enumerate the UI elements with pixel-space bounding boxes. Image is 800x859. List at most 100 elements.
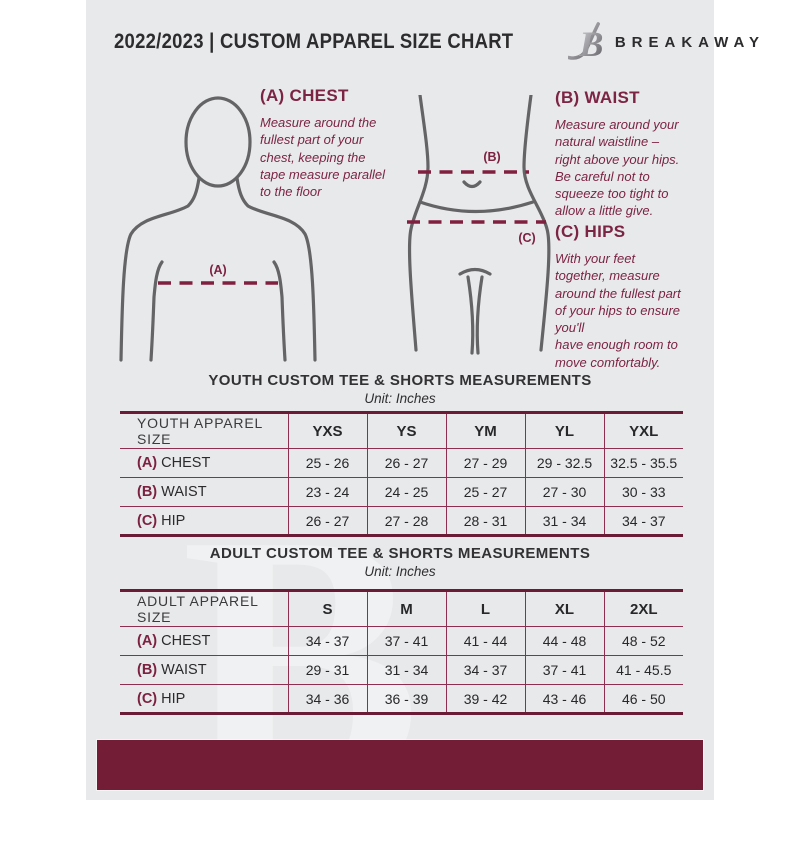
youth-size-yxs: YXS: [287, 412, 367, 449]
figure-navel: [462, 180, 482, 189]
adult-hip-l: 39 - 42: [445, 684, 525, 714]
row-label-text: HIP: [157, 690, 186, 707]
youth-hip-ym: 28 - 31: [445, 506, 525, 536]
adult-size-m: M: [366, 590, 446, 627]
adult-chest-s: 34 - 37: [287, 626, 367, 656]
figure-left-side: [407, 95, 430, 352]
figure-head: [184, 96, 252, 188]
marker-c: (C): [137, 512, 158, 529]
youth-size-table: YOUTH APPAREL SIZE YXS YS YM YL YXL (A) …: [120, 411, 683, 537]
hips-guide-desc: With your feet together, measure around …: [555, 251, 681, 370]
figure-right-inner-leg: [475, 275, 484, 355]
row-label-text: CHEST: [157, 455, 211, 471]
youth-chest-ym: 27 - 29: [445, 448, 525, 478]
youth-hip-yxl: 34 - 37: [603, 506, 683, 536]
adult-size-2xl: 2XL: [603, 590, 683, 627]
breakaway-logo-icon: B: [567, 22, 603, 64]
adult-table-header-row: ADULT APPAREL SIZE S M L XL 2XL: [120, 590, 683, 627]
youth-hip-ys: 27 - 28: [366, 506, 446, 536]
figure-right-arm: [235, 176, 317, 362]
adult-waist-label: (B) WAIST: [120, 655, 288, 685]
youth-waist-ys: 24 - 25: [366, 477, 446, 507]
adult-size-s: S: [287, 590, 367, 627]
waist-guide-desc: Measure around your natural waistline – …: [555, 117, 680, 219]
adult-waist-xl: 37 - 41: [524, 655, 604, 685]
waist-guide: (B) WAIST Measure around your natural wa…: [555, 88, 715, 220]
figure-right-side: [522, 95, 551, 352]
adult-chest-label: (A) CHEST: [120, 626, 288, 656]
youth-waist-row: (B) WAIST 23 - 24 24 - 25 25 - 27 27 - 3…: [120, 477, 683, 507]
waist-hips-figure-diagram: (B) (C): [407, 95, 551, 355]
youth-chest-label: (A) CHEST: [120, 448, 288, 478]
youth-size-ys: YS: [366, 412, 446, 449]
marker-b: (B): [137, 662, 158, 678]
row-label-text: CHEST: [157, 633, 211, 649]
adult-hip-2xl: 46 - 50: [603, 684, 683, 714]
size-chart-poster: { "header": { "title": "2022/2023 | CUST…: [86, 0, 759, 840]
adult-chest-l: 41 - 44: [445, 626, 525, 656]
row-label-text: WAIST: [157, 662, 207, 678]
adult-size-table: ADULT APPAREL SIZE S M L XL 2XL (A) CHES…: [120, 589, 683, 715]
hips-marker-label: (C): [518, 231, 535, 245]
figure-left-armpit: [149, 260, 164, 362]
marker-a: (A): [137, 633, 158, 649]
adult-section-title: ADULT CUSTOM TEE & SHORTS MEASUREMENTS: [209, 545, 591, 562]
waist-marker-label: (B): [483, 150, 500, 164]
hips-guide: (C) HIPS With your feet together, measur…: [555, 222, 720, 371]
adult-hip-xl: 43 - 46: [524, 684, 604, 714]
marker-a: (A): [137, 455, 158, 471]
youth-table-corner-cell: YOUTH APPAREL SIZE: [120, 412, 288, 449]
chest-guide: (A) CHEST Measure around the fullest par…: [260, 86, 450, 200]
youth-size-yxl: YXL: [603, 412, 683, 449]
youth-waist-yl: 27 - 30: [524, 477, 604, 507]
adult-waist-s: 29 - 31: [287, 655, 367, 685]
row-label-text: HIP: [157, 512, 186, 529]
youth-waist-yxs: 23 - 24: [287, 477, 367, 507]
logo-letter: B: [578, 24, 603, 64]
row-label-text: WAIST: [157, 484, 207, 500]
youth-hip-label: (C) HIP: [120, 507, 288, 536]
marker-c: (C): [137, 690, 158, 707]
youth-section-title: YOUTH CUSTOM TEE & SHORTS MEASUREMENTS: [208, 372, 592, 389]
chest-marker-label: (A): [209, 263, 226, 277]
figure-left-inner-leg: [466, 275, 475, 355]
figure-leg-split-top: [458, 267, 492, 276]
youth-chest-row: (A) CHEST 25 - 26 26 - 27 27 - 29 29 - 3…: [120, 448, 683, 478]
adult-waist-2xl: 41 - 45.5: [603, 655, 683, 685]
logo-swoosh: [567, 22, 600, 60]
brand-name: BREAKAWAY: [614, 33, 765, 51]
figure-left-arm: [119, 176, 201, 362]
youth-size-ym: YM: [445, 412, 525, 449]
youth-waist-label: (B) WAIST: [120, 477, 288, 507]
chart-page: B 2022/2023 | CUSTOM APPAREL SIZE CHART …: [86, 0, 759, 840]
adult-waist-m: 31 - 34: [366, 655, 446, 685]
header: 2022/2023 | CUSTOM APPAREL SIZE CHART B …: [114, 20, 759, 64]
adult-unit-label: Unit: Inches: [364, 564, 436, 579]
youth-size-yl: YL: [524, 412, 604, 449]
youth-hip-row: (C) HIP 26 - 27 27 - 28 28 - 31 31 - 34 …: [120, 506, 683, 536]
adult-chest-xl: 44 - 48: [524, 626, 604, 656]
youth-chest-yxs: 25 - 26: [287, 448, 367, 478]
youth-chest-yl: 29 - 32.5: [524, 448, 604, 478]
hips-guide-title: (C) HIPS: [555, 222, 626, 241]
adult-waist-row: (B) WAIST 29 - 31 31 - 34 34 - 37 37 - 4…: [120, 655, 683, 685]
youth-table-header-row: YOUTH APPAREL SIZE YXS YS YM YL YXL: [120, 412, 683, 449]
waist-guide-title: (B) WAIST: [555, 88, 640, 107]
youth-chest-yxl: 32.5 - 35.5: [603, 448, 683, 478]
marker-b: (B): [137, 484, 158, 500]
adult-hip-row: (C) HIP 34 - 36 36 - 39 39 - 42 43 - 46 …: [120, 684, 683, 714]
page-title: 2022/2023 | CUSTOM APPAREL SIZE CHART: [114, 30, 514, 53]
youth-unit-label: Unit: Inches: [364, 391, 436, 406]
adult-size-xl: XL: [524, 590, 604, 627]
youth-chest-ys: 26 - 27: [366, 448, 446, 478]
chest-guide-title: (A) CHEST: [260, 86, 349, 105]
youth-waist-yxl: 30 - 33: [603, 477, 683, 507]
adult-hip-m: 36 - 39: [366, 684, 446, 714]
adult-chest-m: 37 - 41: [366, 626, 446, 656]
adult-waist-l: 34 - 37: [445, 655, 525, 685]
youth-waist-ym: 25 - 27: [445, 477, 525, 507]
adult-hip-s: 34 - 36: [287, 684, 367, 714]
adult-table-corner-cell: ADULT APPAREL SIZE: [120, 590, 288, 627]
brand-lockup: B BREAKAWAY: [567, 20, 765, 64]
chest-guide-desc: Measure around the fullest part of your …: [260, 115, 386, 200]
